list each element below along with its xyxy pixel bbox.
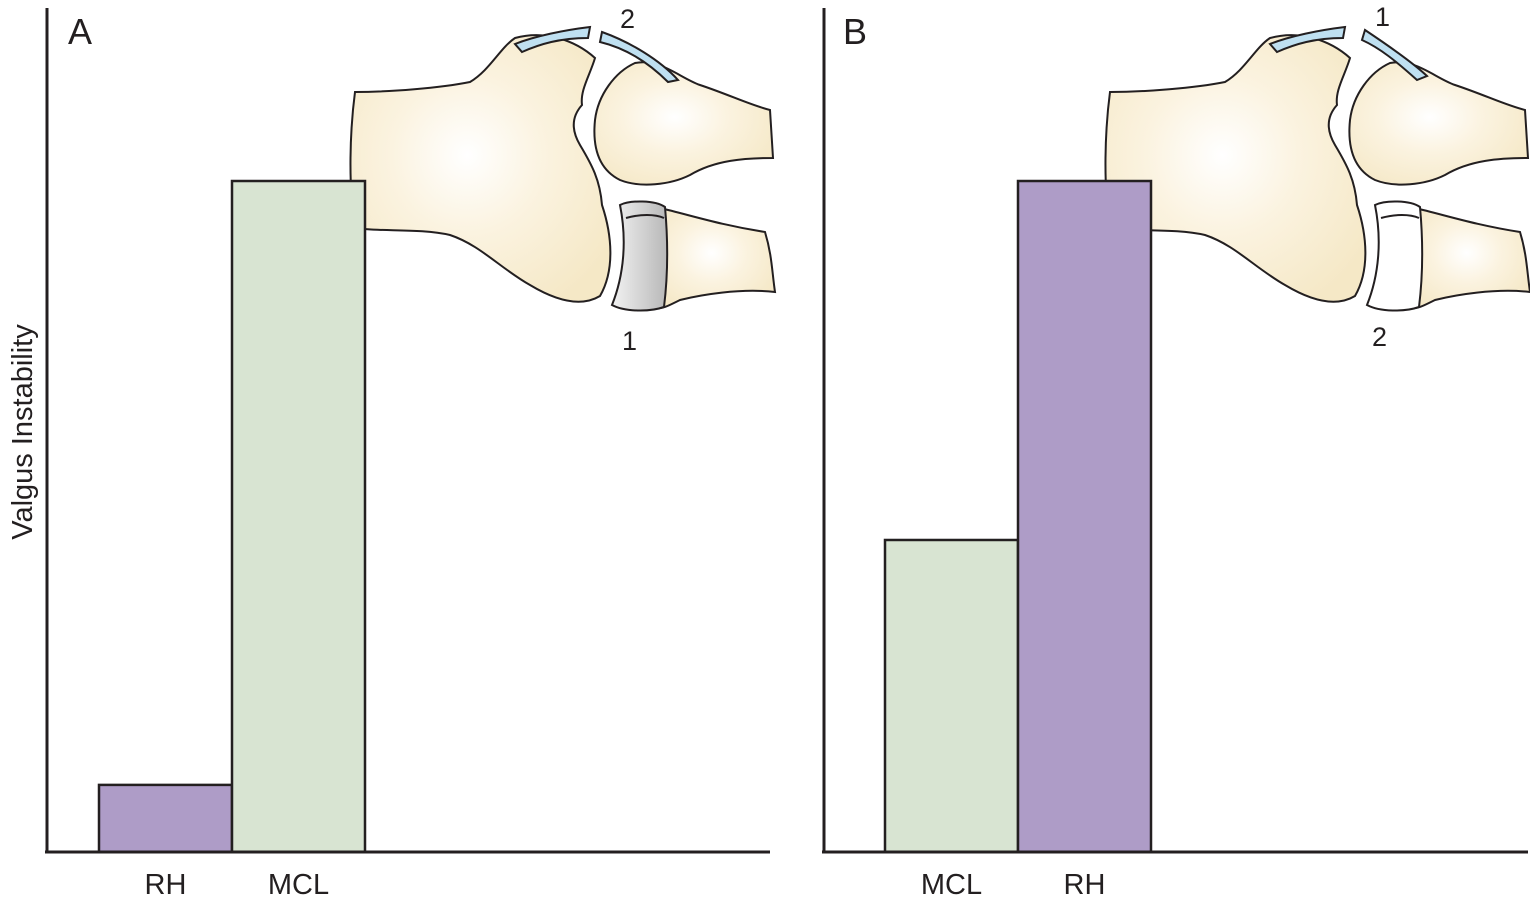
y-axis-title: Valgus Instability xyxy=(7,324,39,540)
radial-head-edge xyxy=(1380,214,1420,219)
cartilage-fragment-right xyxy=(598,30,680,84)
elbow-illustration-a xyxy=(349,25,777,312)
tick-label-mcl-panel-a: MCL xyxy=(268,869,329,901)
bar-rh-panel-a xyxy=(97,783,234,854)
tick-label-rh-panel-b: RH xyxy=(1064,869,1106,901)
annotation-1-a: 1 xyxy=(622,326,637,356)
radial-head-implant xyxy=(1365,200,1424,312)
x-ticks-panel-b: MCL RH xyxy=(921,869,1106,901)
panel-label-a: A xyxy=(68,11,92,52)
panel-a: RH MCL A 1 2 xyxy=(45,4,777,901)
bars-panel-b xyxy=(883,179,1153,854)
tick-label-rh-panel-a: RH xyxy=(145,869,187,901)
ulna-bone xyxy=(1348,61,1530,186)
elbow-illustration-b xyxy=(1104,25,1530,312)
ulna-bone xyxy=(593,61,775,186)
cartilage-fragment-right xyxy=(1360,28,1429,82)
radius-bone xyxy=(1414,206,1530,310)
humerus-bone xyxy=(1104,34,1367,303)
radial-head xyxy=(610,200,669,312)
humerus-bone xyxy=(349,34,612,303)
bar-mcl-panel-b xyxy=(883,538,1020,854)
panel-b: MCL RH B 1 2 xyxy=(822,2,1530,901)
cartilage-fragment-left xyxy=(513,25,592,54)
radial-head-edge xyxy=(625,214,665,219)
annotation-1-b: 1 xyxy=(1375,2,1390,32)
tick-label-mcl-panel-b: MCL xyxy=(921,869,982,901)
annotation-2-b: 2 xyxy=(1372,322,1387,352)
x-ticks-panel-a: RH MCL xyxy=(145,869,330,901)
panel-label-b: B xyxy=(843,11,867,52)
bar-rh-panel-b xyxy=(1016,179,1153,854)
bar-mcl-panel-a xyxy=(230,179,367,854)
cartilage-fragment-left xyxy=(1268,25,1347,54)
annotation-2-a: 2 xyxy=(620,4,635,34)
radius-bone xyxy=(659,206,777,310)
bars-panel-a xyxy=(97,179,367,854)
